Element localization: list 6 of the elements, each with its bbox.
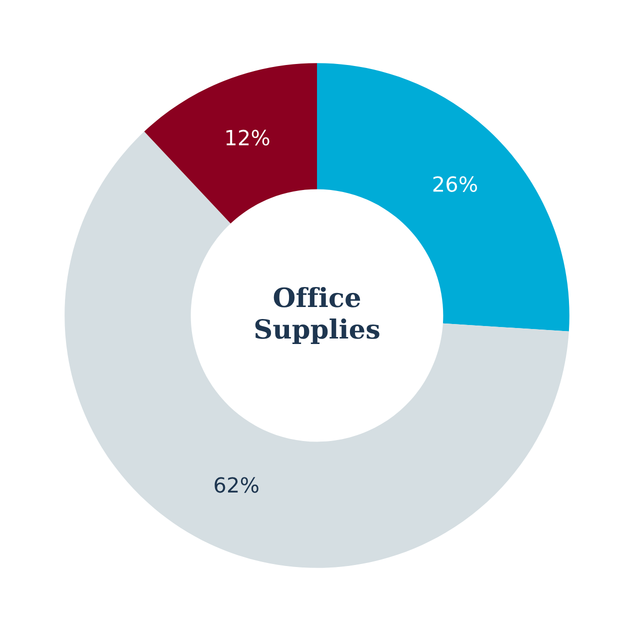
data-label: 26% [433,176,477,192]
data-label: 12% [226,130,270,146]
donut-slice [64,132,569,568]
data-label: 62% [214,477,258,493]
donut-slice [144,63,317,224]
text: Office Supplies [255,286,380,344]
